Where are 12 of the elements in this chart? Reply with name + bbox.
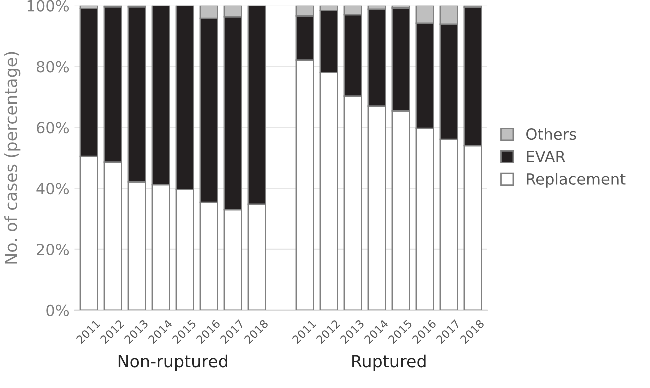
y-tick-label: 100% [28, 0, 70, 12]
text: Non-ruptured [118, 354, 228, 371]
y-tick-label: 0% [46, 304, 70, 316]
legend-label: Others [526, 128, 576, 140]
y-tick-label: 80% [36, 61, 70, 73]
y-axis-title: No. of cases (percentage) [4, 52, 21, 264]
legend-label: Replacement [527, 173, 626, 188]
text: Ruptured [352, 354, 426, 371]
y-tick-label: 20% [37, 244, 70, 256]
y-tick-label: 60% [37, 122, 70, 134]
legend-label: EVAR [527, 151, 566, 162]
y-tick-label: 40% [36, 183, 70, 195]
